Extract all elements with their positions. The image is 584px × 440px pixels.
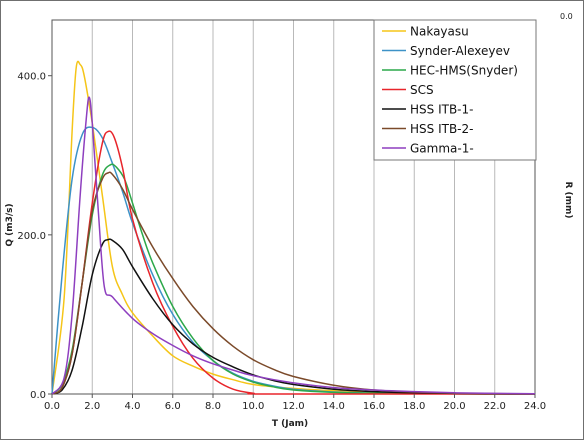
x-tick-label: 22.0 [484,401,506,412]
x-tick-label: 0.0 [44,401,60,412]
x-tick-label: 6.0 [165,401,181,412]
legend-label-gamma-1: Gamma-1- [410,142,474,156]
x-tick-label: 12.0 [282,401,304,412]
x-tick-label: 16.0 [363,401,385,412]
series-line-nakayasu [51,60,536,395]
x-tick-label: 4.0 [125,401,141,412]
secondary-y-tick-label: 0.0 [560,12,573,21]
secondary-y-axis-label: R (mm) [563,181,573,218]
y-tick-label: 0.0 [30,390,46,401]
x-tick-label: 10.0 [242,401,264,412]
legend-label-hss-itb-2: HSS ITB-2- [410,122,473,136]
x-tick-label: 14.0 [323,401,345,412]
legend-label-hss-itb-1: HSS ITB-1- [410,103,473,117]
series-line-gamma-1 [51,96,536,395]
y-tick-label: 400.0 [17,72,46,83]
legend-label-synder-alexeyev: Synder-Alexeyev [410,44,510,58]
series-layer [51,60,536,395]
x-tick-label: 18.0 [403,401,425,412]
legend: Nakayasu Synder-Alexeyev HEC-HMS(Snyder) SC… [373,19,537,161]
x-tick-label: 20.0 [443,401,465,412]
legend-label-scs: SCS [410,83,434,97]
tick-labels: 0.0 2.0 4.0 6.0 8.0 10.0 12.0 14.0 16.0 18.0 20.0 2… [17,72,546,412]
x-tick-label: 8.0 [205,401,221,412]
legend-label-nakayasu: Nakayasu [410,25,469,39]
x-tick-label: 2.0 [84,401,100,412]
y-axis-label: Q (m3/s) [5,203,15,246]
x-tick-label: 24.0 [524,401,546,412]
series-line-hss-itb-1 [51,238,536,395]
legend-label-hec-hms-snyder: HEC-HMS(Snyder) [410,64,518,78]
y-tick-label: 200.0 [17,231,46,242]
x-axis-label: T (Jam) [272,419,308,429]
